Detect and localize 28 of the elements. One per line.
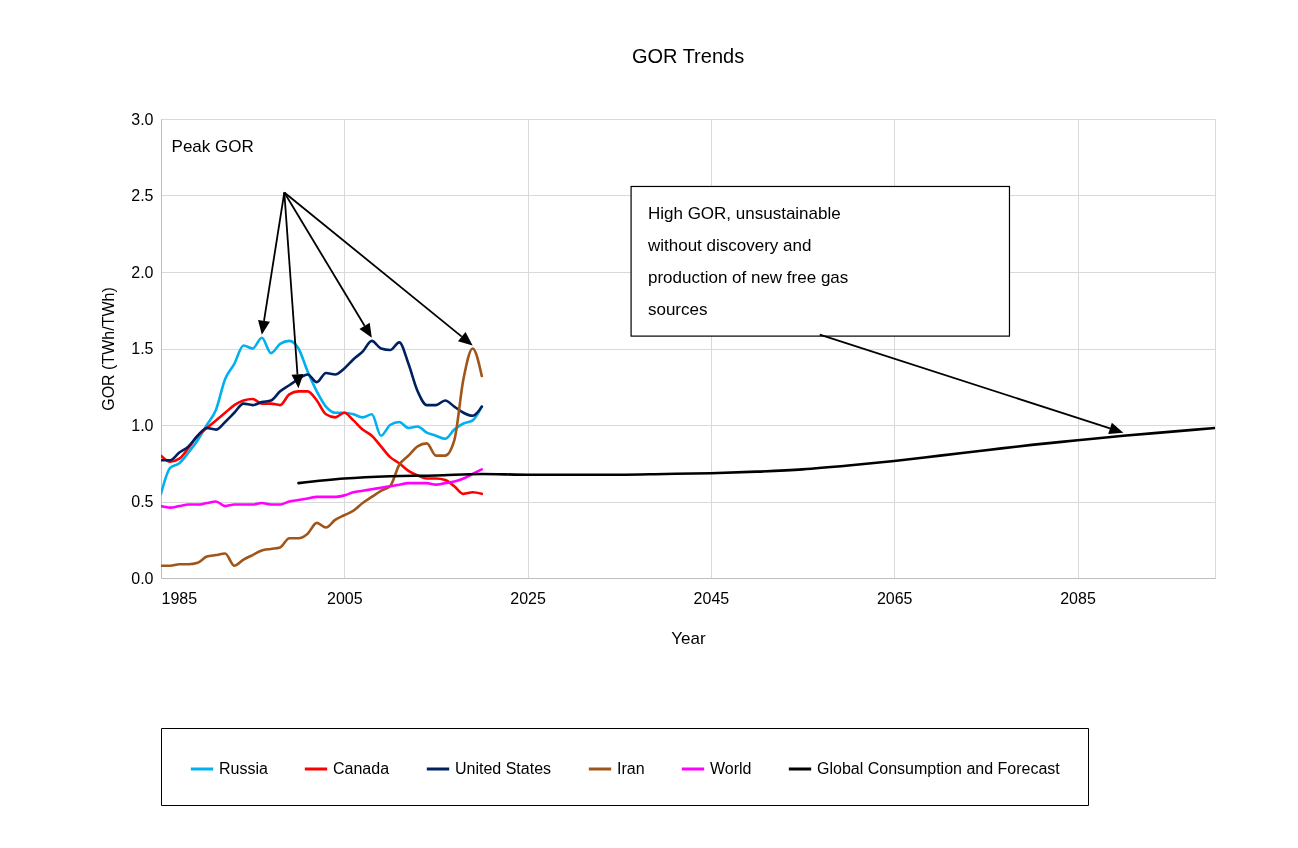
x-tick-label: 2045 [693,589,730,607]
y-tick-label: 3.0 [131,110,154,128]
legend-label: Russia [219,760,269,777]
chart-title: GOR Trends [631,45,745,67]
legend-label: Global Consumption and Forecast [817,760,1061,777]
legend-label: World [710,760,752,777]
x-tick-label: 2025 [510,589,547,607]
annotation: High GOR, unsustainable without discovery and production of new free gas sources [646,204,849,320]
line-series [161,336,484,496]
legend-label: Iran [617,760,645,777]
y-tick-label: 1.5 [131,340,154,357]
y-tick-label: 2.5 [131,187,154,204]
line-series [161,339,484,462]
annotation: Peak GOR [171,136,254,156]
x-tick-label: 2065 [876,589,913,607]
legend-label: United States [455,760,552,777]
x-tick-label: 2005 [327,589,363,607]
y-tick-label: 0.5 [131,493,154,510]
x-tick-label: 2085 [1060,589,1096,607]
x-tick-label: 1985 [161,589,198,607]
y-tick-label: 2.0 [131,263,154,281]
y-axis-title: GOR (TWh/TWh) [100,287,118,411]
y-tick-label: 0.0 [131,569,154,587]
y-tick-label: 1.0 [131,416,154,434]
x-axis-title: Year [671,628,707,648]
line-series [161,468,484,509]
legend-label: Canada [333,760,390,777]
line-series [161,347,484,568]
